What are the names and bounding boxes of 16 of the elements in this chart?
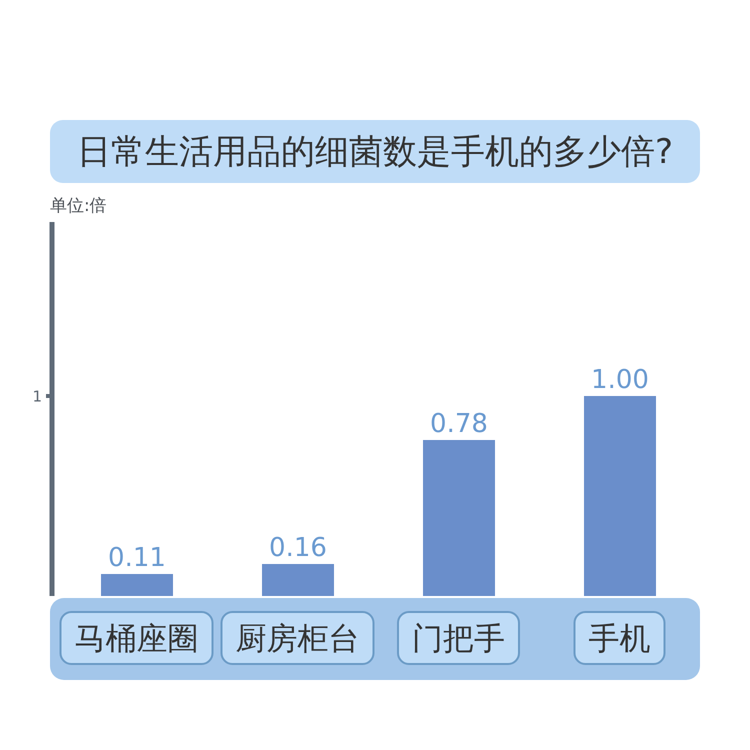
bar (101, 574, 173, 596)
data-label: 0.11 (108, 543, 166, 573)
bar (262, 564, 334, 596)
y-axis-title: 单位:倍 (50, 195, 107, 217)
x-tick-label: 马桶座圈 (74, 621, 198, 658)
data-label: 0.78 (430, 409, 488, 439)
x-tick-label: 厨房柜台 (236, 621, 360, 658)
bar (584, 396, 656, 596)
chart-title: 日常生活用品的细菌数是手机的多少倍? (76, 130, 674, 174)
bar (423, 440, 495, 596)
title-panel: 日常生活用品的细菌数是手机的多少倍? (50, 120, 700, 183)
data-label: 1.00 (591, 365, 649, 395)
data-label: 0.16 (269, 533, 327, 563)
x-tick-label: 手机 (588, 621, 650, 658)
y-tick-label: 1 (32, 387, 42, 406)
x-tick-label: 门把手 (412, 621, 505, 658)
